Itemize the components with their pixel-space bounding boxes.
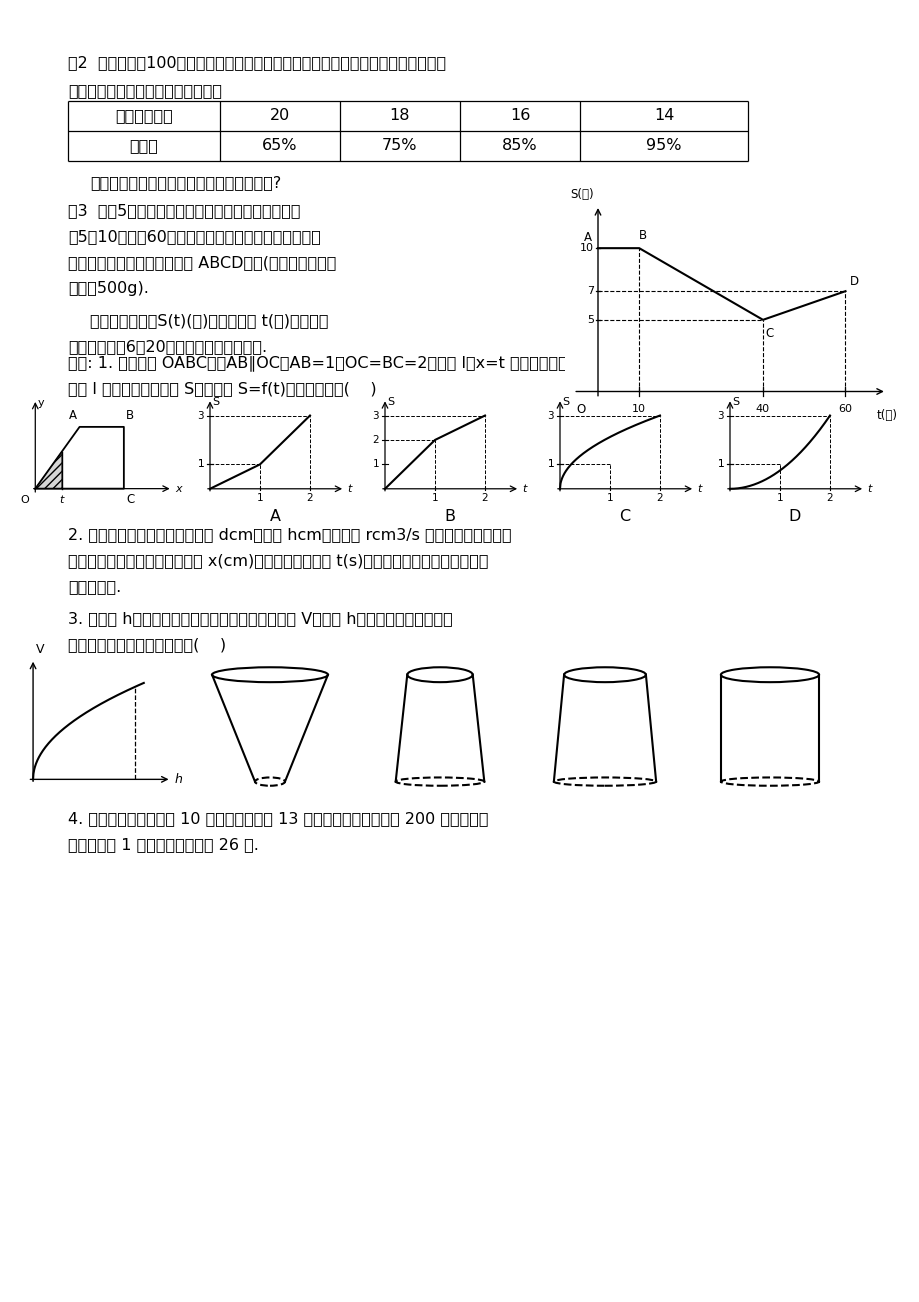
- Text: 所示，那么水瓶的形状可能是(    ): 所示，那么水瓶的形状可能是( ): [68, 637, 226, 652]
- Text: B: B: [444, 509, 455, 523]
- Text: 系式，并求出6月20日当天的荔枝市场售价.: 系式，并求出6月20日当天的荔枝市场售价.: [68, 339, 267, 354]
- Text: C: C: [126, 493, 134, 506]
- Text: 1: 1: [606, 493, 613, 503]
- Text: x: x: [175, 483, 181, 493]
- Text: 14: 14: [653, 108, 674, 122]
- Text: 10: 10: [631, 405, 645, 414]
- Text: 1: 1: [717, 460, 723, 470]
- Text: O: O: [20, 495, 28, 505]
- Text: 3: 3: [198, 410, 204, 421]
- Text: 商品每涨价 1 元，销售量则减少 26 个.: 商品每涨价 1 元，销售量则减少 26 个.: [68, 837, 258, 852]
- Text: 要使每天收入最高，每间客房定价为多少元?: 要使每天收入最高，每间客房定价为多少元?: [90, 174, 281, 190]
- Text: 关系大致可用如图所示的折线 ABCD表示(市场售价的单位: 关系大致可用如图所示的折线 ABCD表示(市场售价的单位: [68, 255, 336, 270]
- Text: 1: 1: [198, 460, 204, 470]
- Text: 例3  今年5月，荔枝上市．由历年的市场行情得知，: 例3 今年5月，荔枝上市．由历年的市场行情得知，: [68, 203, 301, 217]
- Text: 位于 l 左方图形的面积为 S，则函数 S=f(t)的大致图象为(    ): 位于 l 左方图形的面积为 S，则函数 S=f(t)的大致图象为( ): [68, 381, 376, 396]
- Text: A: A: [269, 509, 280, 523]
- Text: 例2  一家旅社有100间相同的客房，经过一段时间的经营实践，旅社经理发现每间客: 例2 一家旅社有100间相同的客房，经过一段时间的经营实践，旅社经理发现每间客: [68, 55, 446, 70]
- Text: 2: 2: [656, 493, 663, 503]
- Text: D: D: [788, 509, 800, 523]
- Text: 1: 1: [776, 493, 782, 503]
- Text: y: y: [38, 397, 44, 408]
- Text: 5: 5: [586, 315, 594, 324]
- Text: B: B: [126, 409, 134, 422]
- Text: 3: 3: [717, 410, 723, 421]
- Text: 65%: 65%: [262, 138, 298, 154]
- Text: S: S: [732, 397, 739, 408]
- Text: t: t: [867, 484, 871, 493]
- Text: 每间客房定价: 每间客房定价: [115, 108, 173, 122]
- Text: t: t: [522, 484, 527, 493]
- Text: S: S: [212, 397, 220, 408]
- Text: 某种溶液，求容器内溶液的高度 x(cm)与注入溶液的时间 t(s)之间的函数关系式，并写出函: 某种溶液，求容器内溶液的高度 x(cm)与注入溶液的时间 t(s)之间的函数关系…: [68, 553, 488, 568]
- Text: 数的定义域.: 数的定义域.: [68, 579, 121, 594]
- Text: S: S: [387, 397, 394, 408]
- Text: C: C: [618, 509, 630, 523]
- Text: t(天): t(天): [875, 409, 896, 422]
- Text: 练习: 1. 直角梯形 OABC中，AB∥OC，AB=1，OC=BC=2，直线 l：x=t 截此梯形所得: 练习: 1. 直角梯形 OABC中，AB∥OC，AB=1，OC=BC=2，直线 …: [68, 355, 567, 371]
- Text: V: V: [36, 643, 44, 656]
- Text: h: h: [174, 773, 182, 786]
- Text: 1: 1: [717, 460, 723, 470]
- Text: 3: 3: [547, 410, 553, 421]
- Text: t: t: [697, 484, 701, 493]
- Text: 20: 20: [269, 108, 289, 122]
- Text: 请写出市场售价S(t)(元)与上市时间 t(天)的函数关: 请写出市场售价S(t)(元)与上市时间 t(天)的函数关: [90, 312, 328, 328]
- Text: 10: 10: [579, 243, 594, 253]
- Text: 1: 1: [547, 460, 553, 470]
- Text: 1: 1: [372, 460, 379, 470]
- Text: S(元): S(元): [570, 187, 594, 201]
- Text: 75%: 75%: [381, 138, 417, 154]
- Text: O: O: [576, 402, 585, 415]
- Text: 60: 60: [837, 405, 852, 414]
- Text: 7: 7: [586, 286, 594, 296]
- Text: S: S: [562, 397, 569, 408]
- Text: B: B: [639, 229, 647, 242]
- Text: C: C: [765, 327, 773, 340]
- Text: 从5月10日起的60天内，荔枝的市场售价与上市时间的: 从5月10日起的60天内，荔枝的市场售价与上市时间的: [68, 229, 321, 243]
- Text: 95%: 95%: [645, 138, 681, 154]
- Text: D: D: [849, 275, 857, 288]
- Text: 4. 某公司将进货单价为 10 元一个的商品按 13 元一个销售，每天可卖 200 个．若这种: 4. 某公司将进货单价为 10 元一个的商品按 13 元一个销售，每天可卖 20…: [68, 811, 488, 825]
- Text: 住房率: 住房率: [130, 138, 158, 154]
- Text: 1: 1: [256, 493, 263, 503]
- Text: 2: 2: [372, 435, 379, 445]
- Text: 1: 1: [547, 460, 553, 470]
- Text: 40: 40: [755, 405, 769, 414]
- Text: t: t: [60, 496, 64, 505]
- Text: 85%: 85%: [502, 138, 538, 154]
- Text: 1: 1: [198, 460, 204, 470]
- Text: 2: 2: [482, 493, 488, 503]
- Text: 2. 一个圆柱形容器的底部直径是 dcm，高是 hcm，现在以 rcm3/s 的速度向容器内注入: 2. 一个圆柱形容器的底部直径是 dcm，高是 hcm，现在以 rcm3/s 的…: [68, 527, 511, 542]
- Text: A: A: [584, 230, 591, 243]
- Text: t: t: [347, 484, 351, 493]
- Text: 为元／500g).: 为元／500g).: [68, 281, 149, 296]
- Text: 2: 2: [306, 493, 313, 503]
- Text: 3. 向高为 h的水瓶中注水，注满为止．如果注水量 V与水深 h的函数关系的图象如图: 3. 向高为 h的水瓶中注水，注满为止．如果注水量 V与水深 h的函数关系的图象…: [68, 611, 452, 626]
- Text: 1: 1: [431, 493, 437, 503]
- Text: 2: 2: [826, 493, 833, 503]
- Text: A: A: [69, 409, 77, 422]
- Text: 16: 16: [509, 108, 529, 122]
- Text: 3: 3: [372, 410, 379, 421]
- Polygon shape: [35, 452, 62, 488]
- Text: 房每天的价格与住房率有如下关系：: 房每天的价格与住房率有如下关系：: [68, 83, 221, 98]
- Text: 18: 18: [390, 108, 410, 122]
